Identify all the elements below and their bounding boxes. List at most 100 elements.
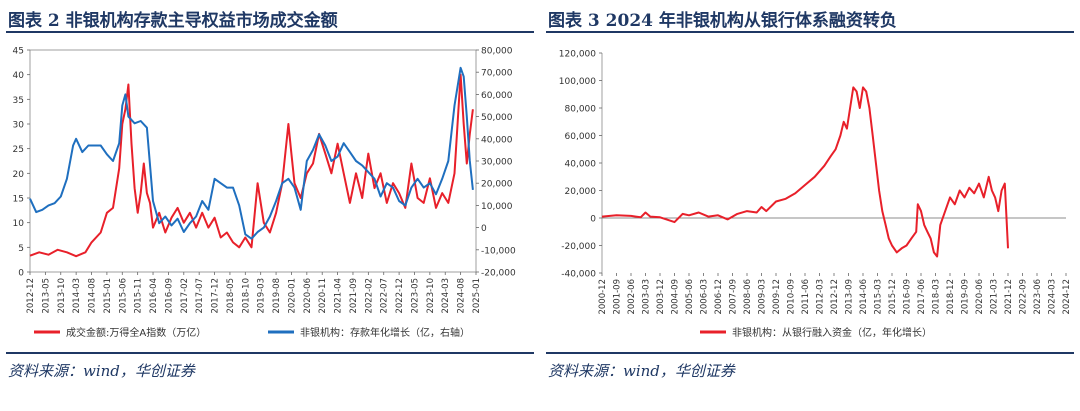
x-tick-label: 2024-03 [1048,279,1058,315]
x-tick-label: 2018-03 [932,279,942,315]
x-tick-label: 2006-12 [714,279,724,315]
x-tick-label: 2019-03 [257,278,267,314]
x-tick-label: 2014-08 [88,278,98,314]
x-tick-label: 2021-12 [1004,279,1014,315]
y-right-tick-label: 20,000 [481,180,513,190]
x-tick-label: 2022-09 [1019,279,1029,315]
x-tick-label: 2015-06 [118,278,128,314]
y-tick-label: 0 [590,215,596,225]
y-left-tick-label: 35 [13,96,24,106]
x-tick-label: 2009-12 [772,279,782,315]
y-tick-label: 20,000 [565,187,597,197]
x-tick-label: 2023-05 [410,278,420,314]
x-tick-label: 2020-01 [287,278,297,314]
left-source: 资料来源：wind，华创证券 [8,362,195,380]
x-tick-label: 2020-11 [318,278,328,314]
x-tick-label: 2017-12 [211,278,221,314]
x-tick-label: 2024-08 [457,278,467,314]
left-bottom-rule [6,352,534,354]
y-right-tick-label: 0 [481,224,487,234]
y-tick-label: 120,000 [559,50,596,60]
y-left-tick-label: 40 [13,71,25,81]
legend-label: 非银机构：存款年化增长（亿，右轴） [300,326,470,339]
x-tick-label: 2018-12 [946,279,956,315]
y-tick-label: -40,000 [561,270,596,280]
x-tick-label: 2013-09 [845,279,855,315]
legend-label: 成交金额:万得全A指数（万亿） [66,326,206,339]
x-tick-label: 2002-06 [627,279,637,315]
x-tick-label: 2022-07 [380,278,390,314]
left-chart-title: 图表 2 非银机构存款主导权益市场成交金额 [8,11,338,31]
legend-label: 非银机构：从银行融入资金（亿，年化增长） [732,326,932,339]
y-tick-label: 60,000 [565,132,597,142]
x-tick-label: 2012-12 [830,279,840,315]
x-tick-label: 2024-03 [441,278,451,314]
y-left-tick-label: 30 [13,121,25,131]
y-right-tick-label: 80,000 [481,47,513,57]
x-tick-label: 2004-09 [671,279,681,315]
right-chart: -40,000 -20,000 0 20,000 40,000 60,000 80,000 1… [559,50,1072,340]
x-tick-label: 2019-08 [272,278,282,314]
x-tick-label: 2010-09 [787,279,797,315]
x-tick-label: 2000-12 [598,279,608,315]
x-tick-label: 2012-03 [816,279,826,315]
x-tick-label: 2022-12 [395,278,405,314]
x-tick-label: 2021-04 [334,278,344,314]
y-left-tick-label: 45 [13,47,24,57]
y-left-tick-label: 20 [13,170,25,180]
right-panel: 图表 3 2024 年非银机构从银行体系融资转负 -40,000 -20,000 0… [540,0,1080,411]
x-tick-label: 2015-01 [103,278,113,314]
y-left-tick-label: 0 [18,269,24,279]
y-tick-label: -20,000 [561,242,596,252]
y-right-tick-label: 70,000 [481,69,513,79]
y-left-tick-label: 5 [18,244,24,254]
x-tick-label: 2017-02 [180,278,190,314]
x-tick-label: 2008-06 [743,279,753,315]
x-tick-label: 2013-05 [41,278,51,314]
x-tick-label: 2021-09 [349,278,359,314]
y-right-tick-label: -20,000 [481,269,516,279]
series-line-bank-funding [601,86,1009,258]
y-right-tick-label: 50,000 [481,113,513,123]
right-chart-title: 图表 3 2024 年非银机构从银行体系融资转负 [548,11,897,31]
left-title-rule [6,31,534,33]
right-bottom-rule [546,352,1074,354]
x-tick-label: 2022-02 [364,278,374,314]
x-tick-label: 2003-03 [642,279,652,315]
x-tick-label: 2023-06 [1033,279,1043,315]
x-tick-label: 2020-06 [975,279,985,315]
y-right-tick-label: 40,000 [481,135,513,145]
series-line-deposits [29,66,474,240]
y-tick-label: 80,000 [565,105,597,115]
y-left-tick-label: 10 [13,219,25,229]
x-tick-label: 2017-06 [917,279,927,315]
x-tick-label: 2017-07 [195,278,205,314]
x-tick-label: 2018-10 [241,278,251,314]
x-tick-label: 2015-11 [134,278,144,314]
x-tick-label: 2020-06 [303,278,313,314]
x-tick-label: 2016-09 [164,278,174,314]
x-tick-label: 2011-06 [801,279,811,315]
y-right-tick-label: 10,000 [481,202,513,212]
x-tick-label: 2025-01 [472,278,482,314]
x-tick-label: 2019-09 [961,279,971,315]
x-tick-label: 2016-04 [149,278,159,314]
right-source: 资料来源：wind，华创证券 [548,362,735,380]
x-tick-label: 2014-03 [72,278,82,314]
left-chart: 0 5 10 15 20 25 30 35 40 45 -20,000 -10,000 0 10,000 2… [13,47,516,340]
x-tick-label: 2009-03 [758,279,768,315]
x-tick-label: 2015-03 [874,279,884,315]
x-tick-label: 2014-06 [859,279,869,315]
series-line-turnover [29,73,474,258]
y-right-tick-label: 60,000 [481,91,513,101]
x-tick-label: 2021-03 [990,279,1000,315]
x-tick-label: 2015-12 [888,279,898,315]
x-tick-label: 2005-06 [685,279,695,315]
x-tick-label: 2012-12 [26,278,36,314]
y-left-tick-label: 15 [13,195,24,205]
x-tick-label: 2007-09 [729,279,739,315]
x-tick-label: 2001-09 [613,279,623,315]
y-tick-label: 100,000 [559,77,596,87]
y-right-tick-label: -10,000 [481,246,516,256]
y-left-tick-label: 25 [13,145,24,155]
